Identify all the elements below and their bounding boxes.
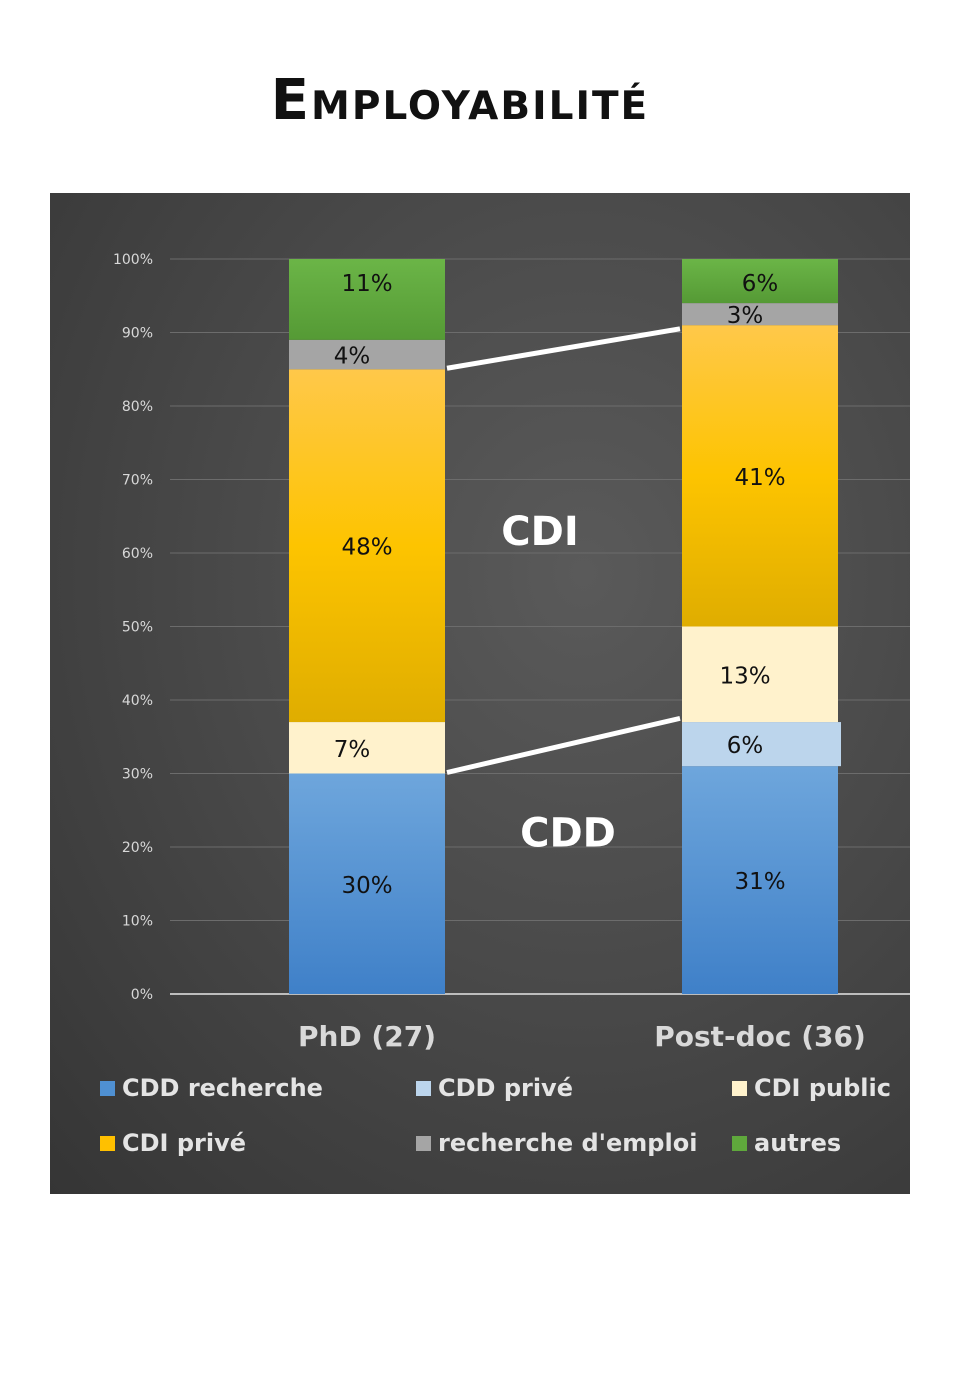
connectors — [446, 326, 681, 775]
bar-segment-recherche-d-emploi — [682, 303, 838, 326]
bar-segment-cdi-prive — [682, 325, 838, 627]
bar-segment-cdi-prive — [289, 369, 445, 723]
legend-item-cdd-recherche: CDD recherche — [100, 1074, 323, 1102]
legend-label: CDI privé — [122, 1129, 246, 1157]
data-label: 48% — [341, 535, 392, 561]
y-tick-label: 90% — [122, 326, 153, 342]
bar-segment-cdd-prive — [682, 722, 841, 767]
bar-segment-cdi-public — [289, 722, 445, 774]
bar-segment-cdi-public — [682, 626, 838, 723]
y-axis-ticks: 0% 10% 20% 30% 40% 50% 60% 70% 80% 90% 100% — [113, 252, 153, 1003]
data-label: 30% — [341, 873, 392, 899]
legend-label: CDD privé — [438, 1074, 573, 1102]
bar-segment-autres — [289, 259, 445, 340]
bars — [289, 259, 841, 994]
legend-label: recherche d'emploi — [438, 1129, 698, 1157]
y-tick-label: 50% — [122, 620, 153, 636]
annotation-cdi: CDI — [501, 509, 578, 555]
legend-item-cdi-prive: CDI privé — [100, 1129, 246, 1157]
legend-label: autres — [754, 1129, 842, 1157]
y-tick-label: 0% — [131, 987, 153, 1003]
data-label: 6% — [742, 271, 779, 297]
legend-item-cdd-prive: CDD privé — [416, 1074, 573, 1102]
legend-item-recherche-d-emploi: recherche d'emploi — [416, 1129, 697, 1157]
bar-segment-recherche-d-emploi — [289, 339, 445, 370]
legend-swatch — [732, 1080, 747, 1096]
y-tick-label: 20% — [122, 840, 153, 856]
legend-item-cdi-public: CDI public — [732, 1074, 891, 1102]
connector-line — [446, 715, 681, 775]
x-axis-ticks: PhD (27) Post-doc (36) — [298, 1020, 866, 1053]
data-label: 3% — [727, 303, 764, 329]
annotation-cdd: CDD — [520, 810, 616, 856]
data-labels: 30% 7% 48% 4% 11% 31% 6% 13% 41% 3% 6% — [334, 271, 786, 899]
data-label: 11% — [341, 271, 392, 297]
x-tick-label: PhD (27) — [298, 1020, 436, 1053]
legend-swatch — [100, 1135, 115, 1151]
legend-swatch — [416, 1080, 431, 1096]
legend-label: CDD recherche — [122, 1074, 323, 1102]
bar-segment-cdd-recherche — [682, 766, 838, 994]
y-tick-label: 100% — [113, 252, 153, 268]
legend-swatch — [416, 1135, 431, 1151]
data-label: 6% — [727, 733, 764, 759]
data-label: 7% — [334, 737, 371, 763]
connector-line — [446, 326, 681, 371]
data-label: 13% — [719, 663, 770, 689]
y-tick-label: 70% — [122, 473, 153, 489]
bar-segment-autres — [682, 259, 838, 304]
y-tick-label: 80% — [122, 399, 153, 415]
data-label: 4% — [334, 344, 371, 370]
legend-item-autres: autres — [732, 1129, 841, 1157]
legend: CDD recherche CDD privé CDI public CDI priv… — [50, 1066, 910, 1176]
data-label: 41% — [734, 465, 785, 491]
page-title: Employabilité — [270, 68, 650, 133]
legend-label: CDI public — [754, 1074, 891, 1102]
legend-swatch — [100, 1080, 115, 1096]
legend-swatch — [732, 1135, 747, 1151]
y-tick-label: 40% — [122, 693, 153, 709]
annotations: CDI CDD — [501, 509, 616, 856]
y-tick-label: 60% — [122, 546, 153, 562]
bar-segment-cdd-recherche — [289, 773, 445, 994]
data-label: 31% — [734, 869, 785, 895]
y-tick-label: 10% — [122, 914, 153, 930]
x-tick-label: Post-doc (36) — [654, 1020, 866, 1053]
y-tick-label: 30% — [122, 767, 153, 783]
